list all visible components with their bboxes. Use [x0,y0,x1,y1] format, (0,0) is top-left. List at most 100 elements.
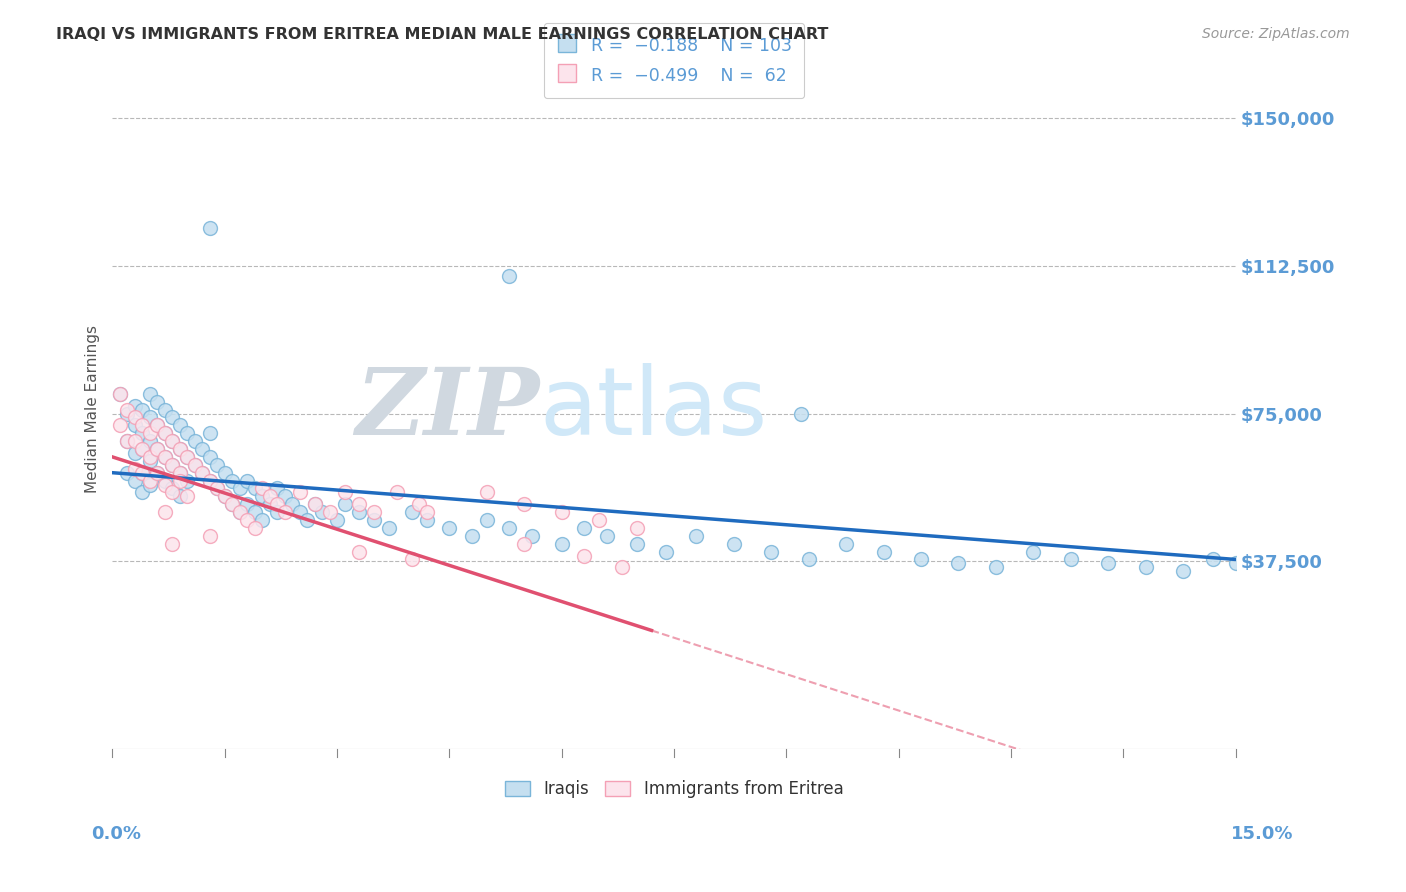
Point [191,466,214,480]
Point [146,418,169,433]
Point [513,537,536,551]
Point [685,529,707,543]
Point [169,442,191,456]
Point [124,418,146,433]
Text: 0.0%: 0.0% [91,825,142,843]
Point [266,482,288,496]
Point [835,537,858,551]
Point [207,458,229,472]
Point [131,402,153,417]
Point [169,418,191,433]
Point [184,434,207,449]
Point [221,497,243,511]
Point [176,489,198,503]
Point [162,434,184,449]
Point [948,557,970,571]
Point [1135,560,1157,574]
Point [1060,552,1083,566]
Point [131,466,153,480]
Point [207,482,229,496]
Point [408,497,430,511]
Point [191,442,214,456]
Text: Median Male Earnings: Median Male Earnings [84,325,100,492]
Point [572,521,595,535]
Point [250,513,273,527]
Point [250,489,273,503]
Point [259,497,281,511]
Point [228,505,250,519]
Point [153,505,176,519]
Point [401,505,423,519]
Point [475,485,498,500]
Point [131,485,153,500]
Point [124,410,146,425]
Point [259,489,281,503]
Point [363,505,385,519]
Point [378,521,401,535]
Point [153,426,176,441]
Point [146,442,169,456]
Point [169,466,191,480]
Point [153,402,176,417]
Point [273,489,295,503]
Point [626,521,648,535]
Point [153,450,176,464]
Point [318,505,340,519]
Point [198,426,221,441]
Point [131,426,153,441]
Text: atlas: atlas [538,363,768,455]
Point [401,552,423,566]
Point [266,497,288,511]
Point [184,458,207,472]
Point [221,474,243,488]
Point [139,426,162,441]
Point [176,450,198,464]
Point [153,477,176,491]
Point [162,485,184,500]
Point [117,402,139,417]
Point [363,513,385,527]
Point [723,537,745,551]
Point [588,513,610,527]
Point [243,505,266,519]
Point [513,497,536,511]
Point [131,442,153,456]
Point [221,497,243,511]
Point [162,458,184,472]
Point [139,450,162,464]
Point [439,521,461,535]
Point [461,529,484,543]
Point [124,462,146,476]
Point [153,426,176,441]
Point [139,477,162,491]
Point [761,544,783,558]
Point [124,399,146,413]
Point [1225,557,1247,571]
Point [333,497,356,511]
Point [1097,557,1119,571]
Point [146,466,169,480]
Text: 15.0%: 15.0% [1232,825,1294,843]
Point [198,474,221,488]
Point [198,529,221,543]
Point [153,450,176,464]
Point [184,458,207,472]
Point [333,485,356,500]
Point [273,505,295,519]
Text: IRAQI VS IMMIGRANTS FROM ERITREA MEDIAN MALE EARNINGS CORRELATION CHART: IRAQI VS IMMIGRANTS FROM ERITREA MEDIAN … [56,27,828,42]
Point [139,410,162,425]
Point [176,474,198,488]
Point [176,450,198,464]
Point [131,466,153,480]
Point [117,407,139,421]
Point [655,544,678,558]
Point [146,394,169,409]
Point [311,505,333,519]
Point [139,387,162,401]
Point [250,482,273,496]
Point [243,482,266,496]
Point [626,537,648,551]
Point [416,513,439,527]
Point [550,505,572,519]
Point [207,482,229,496]
